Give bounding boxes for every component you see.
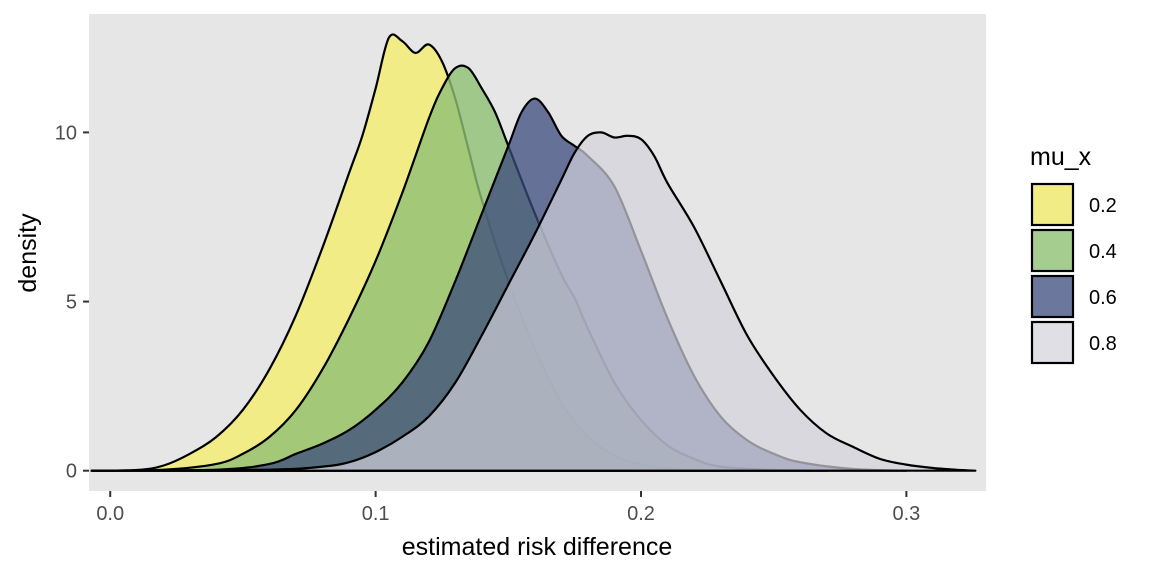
- legend: mu_x 0.2 0.4 0.6 0.8: [1030, 143, 1117, 365]
- x-tick-label: 0.2: [627, 503, 655, 525]
- legend-title: mu_x: [1030, 143, 1092, 171]
- legend-key: [1030, 228, 1075, 273]
- x-tick-label: 0.0: [96, 503, 124, 525]
- x-tick-label: 0.3: [892, 503, 920, 525]
- y-axis: 0 5 10: [55, 122, 89, 483]
- x-axis: 0.0 0.1 0.2 0.3: [96, 491, 920, 525]
- legend-label: 0.4: [1089, 241, 1117, 263]
- y-axis-title: density: [14, 213, 42, 293]
- y-tick-label: 0: [66, 461, 77, 483]
- legend-label: 0.8: [1089, 333, 1117, 355]
- legend-label: 0.2: [1089, 195, 1117, 217]
- density-series: [90, 33, 977, 472]
- legend-key: [1030, 182, 1075, 227]
- x-axis-title: estimated risk difference: [402, 533, 673, 561]
- y-tick-label: 5: [66, 292, 77, 314]
- density-area-0-8: [90, 131, 977, 472]
- y-tick-label: 10: [55, 122, 77, 144]
- legend-label: 0.6: [1089, 287, 1117, 309]
- legend-key: [1030, 274, 1075, 319]
- legend-key: [1030, 320, 1075, 365]
- x-tick-label: 0.1: [362, 503, 390, 525]
